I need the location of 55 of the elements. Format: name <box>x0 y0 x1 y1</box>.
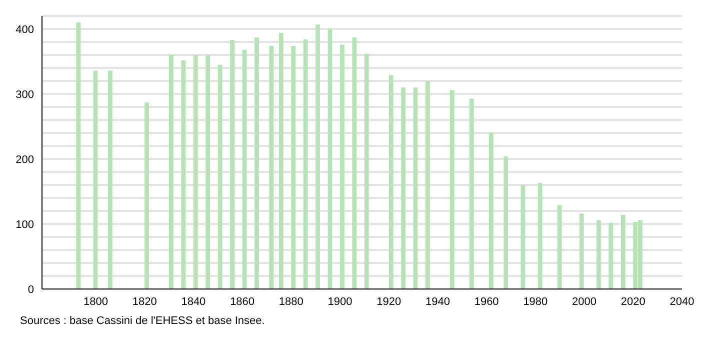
bar <box>76 22 81 289</box>
y-tick-label: 100 <box>16 218 34 231</box>
x-tick-label: 1940 <box>425 296 450 308</box>
bar <box>450 90 454 289</box>
y-tick-label: 300 <box>16 88 34 101</box>
bar <box>469 98 474 289</box>
x-tick-label: 1900 <box>328 296 352 308</box>
x-tick-label: 1960 <box>474 296 499 308</box>
bar <box>401 88 406 289</box>
bar <box>254 37 259 289</box>
bar <box>144 102 149 289</box>
bar <box>230 40 234 289</box>
bar <box>206 56 210 289</box>
bar <box>489 132 494 289</box>
bar <box>413 88 418 289</box>
x-tick-label: 2040 <box>670 296 694 308</box>
bar <box>557 205 562 289</box>
bar <box>181 60 186 289</box>
y-tick-label: 200 <box>16 154 34 166</box>
y-tick-label: 0 <box>28 284 34 296</box>
x-tick-label: 1840 <box>181 296 206 308</box>
bar <box>316 24 320 289</box>
bar <box>278 32 284 289</box>
x-tick-label: 2000 <box>572 296 597 308</box>
x-tick-label: 1880 <box>278 296 304 308</box>
x-tick-label: 1820 <box>132 296 157 308</box>
source-note: Sources : base Cassini de l'EHESS et base Insee. <box>20 315 266 327</box>
bar <box>538 183 542 289</box>
bar <box>242 50 247 289</box>
bar <box>328 28 332 289</box>
bar <box>620 214 626 289</box>
x-tick-label: 2020 <box>620 296 646 308</box>
bar <box>579 214 584 289</box>
bar <box>426 82 430 289</box>
bar <box>169 54 174 289</box>
bar <box>93 70 98 289</box>
bar <box>352 37 357 289</box>
bar <box>520 186 526 289</box>
x-tick-label: 1920 <box>376 296 402 308</box>
x-tick-label: 1860 <box>230 296 255 308</box>
x-tick-label: 1800 <box>84 296 108 308</box>
x-tick-label: 1980 <box>523 296 548 308</box>
bar <box>608 222 614 289</box>
bar <box>504 156 508 289</box>
bar <box>340 44 344 289</box>
bar <box>388 75 394 289</box>
bar <box>193 56 198 289</box>
y-tick-label: 400 <box>16 24 34 36</box>
bar <box>291 46 296 289</box>
bar <box>596 220 601 289</box>
bar <box>108 70 112 289</box>
bar <box>218 64 222 289</box>
bar <box>269 46 274 289</box>
bar <box>364 54 369 289</box>
bar <box>303 39 308 289</box>
